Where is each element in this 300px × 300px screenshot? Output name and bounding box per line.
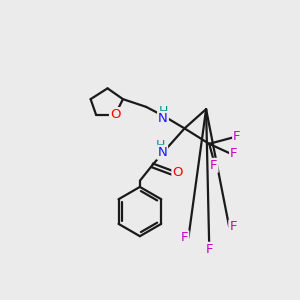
- Text: H: H: [158, 105, 168, 118]
- Text: N: N: [158, 112, 168, 125]
- Text: F: F: [229, 220, 237, 233]
- Text: N: N: [157, 146, 167, 159]
- Text: F: F: [230, 146, 238, 160]
- Text: F: F: [206, 243, 213, 256]
- Text: F: F: [233, 130, 241, 142]
- Text: H: H: [156, 139, 165, 152]
- Text: F: F: [210, 159, 218, 172]
- Text: F: F: [181, 231, 188, 244]
- Text: O: O: [110, 108, 121, 121]
- Text: O: O: [172, 166, 183, 179]
